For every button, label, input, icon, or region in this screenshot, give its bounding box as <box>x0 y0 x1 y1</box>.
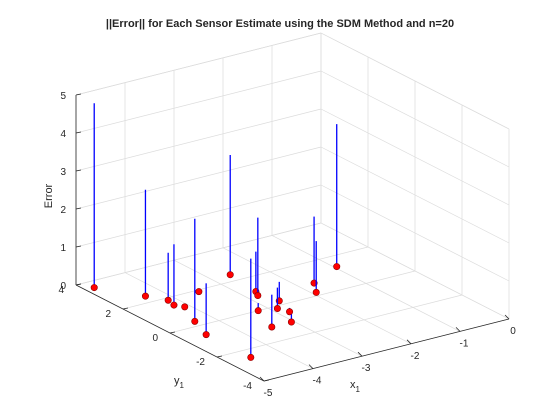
backwall-grid-z <box>75 70 322 134</box>
z-tick-mark <box>75 207 82 210</box>
y-tick-mark <box>263 379 270 382</box>
x-tick-mark <box>406 339 412 345</box>
stem-base-marker <box>226 271 234 279</box>
back-wall-pane <box>76 33 321 285</box>
stem-base-marker <box>247 353 255 361</box>
stem-base-marker <box>141 292 149 300</box>
z-tick-mark <box>75 169 82 172</box>
x-tick-label: -3 <box>362 363 371 374</box>
y-tick-mark <box>216 355 223 358</box>
sidewall-grid-z <box>320 222 510 320</box>
x-tick-label: -1 <box>460 338 469 349</box>
x-tick-label: -5 <box>264 388 273 399</box>
z-tick-label: 3 <box>60 167 66 178</box>
y-tick-mark <box>75 283 82 286</box>
stem-base-marker <box>254 307 262 315</box>
sidewall-grid-z <box>320 146 510 244</box>
x-tick-label: -4 <box>313 376 322 387</box>
top-back-edge <box>75 32 322 96</box>
sidewall-grid-z <box>320 108 510 206</box>
y-tick-label: 4 <box>58 285 64 296</box>
stem-base-marker <box>195 288 203 296</box>
z-tick-mark <box>75 245 82 248</box>
stem-base-marker <box>333 263 341 271</box>
stem-base-marker <box>273 305 281 313</box>
z-tick-label: 4 <box>60 129 66 140</box>
x-tick-mark <box>308 364 314 369</box>
top-side-edge <box>320 32 510 130</box>
floor-grid-y <box>122 246 369 310</box>
y-tick-label: 2 <box>105 309 111 320</box>
x-tick-label: 0 <box>510 326 516 337</box>
z-tick-mark <box>75 93 82 96</box>
stem-base-marker <box>286 308 294 316</box>
backwall-grid-z <box>75 108 322 172</box>
z-tick-label: 0 <box>60 281 66 292</box>
x-tick-mark <box>504 314 510 320</box>
stem-base-marker <box>90 284 98 292</box>
z-axis-label: Error <box>43 183 55 208</box>
chart-title: ||Error|| for Each Sensor Estimate using… <box>106 18 454 30</box>
sidewall-grid-z <box>320 70 510 168</box>
stem-base-marker <box>312 288 320 296</box>
z-tick-label: 1 <box>60 243 66 254</box>
stem-base-marker <box>164 296 172 304</box>
x-tick-label: -2 <box>411 351 420 362</box>
y-tick-mark <box>169 331 176 334</box>
x-tick-mark <box>455 327 461 332</box>
x-axis-label-subscript: 1 <box>356 385 361 394</box>
stem-base-marker <box>202 331 210 339</box>
z-tick-mark <box>75 131 82 134</box>
stem-base-marker <box>181 303 189 311</box>
stem-base-marker <box>170 301 178 309</box>
stem-base-marker <box>254 292 262 300</box>
stem-base-marker <box>268 323 276 331</box>
x-tick-mark <box>259 376 265 382</box>
y-tick-label: -4 <box>243 381 252 392</box>
stem-base-marker <box>287 318 295 326</box>
y-axis-label-subscript: 1 <box>180 381 185 390</box>
sidewall-grid-z <box>320 184 510 282</box>
stem-base-marker <box>191 317 199 325</box>
backwall-grid-z <box>75 184 322 248</box>
x-axis-line <box>263 318 510 382</box>
z-tick-label: 5 <box>60 91 66 102</box>
backwall-grid-z <box>75 146 322 210</box>
tick-labels: 0 1 2 3 4 5 -4 -2 0 2 4 -5 -4 -3 -2 -1 0 <box>58 91 516 399</box>
data-stems <box>90 103 341 361</box>
floor-grid-y <box>216 294 463 358</box>
y-axis-label: y1 <box>174 375 185 390</box>
x-axis-label: x1 <box>350 379 361 394</box>
floor-grid-y <box>169 270 416 334</box>
y-tick-label: -2 <box>196 357 205 368</box>
backwall-grid-z <box>75 222 322 286</box>
y-tick-mark <box>122 307 129 310</box>
axis-box-edges <box>75 32 510 382</box>
x-tick-mark <box>357 351 363 357</box>
y-tick-label: 0 <box>152 333 158 344</box>
z-tick-label: 2 <box>60 205 66 216</box>
